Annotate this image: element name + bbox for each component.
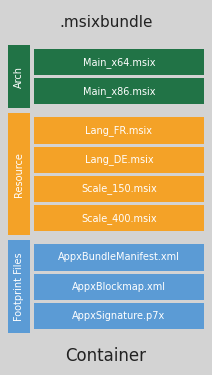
- Bar: [34, 303, 204, 329]
- Text: .msixbundle: .msixbundle: [59, 15, 153, 30]
- Text: Resource: Resource: [14, 152, 24, 197]
- Bar: [34, 244, 204, 270]
- Bar: [34, 147, 204, 173]
- Bar: [34, 78, 204, 105]
- Text: Scale_400.msix: Scale_400.msix: [81, 213, 157, 223]
- Bar: [34, 49, 204, 75]
- Text: Container: Container: [66, 347, 146, 365]
- Text: Main_x64.msix: Main_x64.msix: [83, 57, 155, 68]
- Bar: [34, 117, 204, 144]
- Text: AppxSignature.p7x: AppxSignature.p7x: [72, 311, 166, 321]
- Text: Lang_FR.msix: Lang_FR.msix: [85, 125, 152, 136]
- Text: AppxBundleManifest.xml: AppxBundleManifest.xml: [58, 252, 180, 262]
- Bar: [8, 45, 30, 108]
- Text: Footprint Files: Footprint Files: [14, 252, 24, 321]
- Bar: [34, 176, 204, 202]
- Bar: [8, 114, 30, 236]
- Text: AppxBlockmap.xml: AppxBlockmap.xml: [72, 282, 166, 292]
- Bar: [34, 273, 204, 300]
- Bar: [8, 240, 30, 333]
- Text: Scale_150.msix: Scale_150.msix: [81, 183, 157, 195]
- Bar: [34, 205, 204, 231]
- Text: Main_x86.msix: Main_x86.msix: [83, 86, 155, 97]
- Text: Lang_DE.msix: Lang_DE.msix: [85, 154, 153, 165]
- Text: Arch: Arch: [14, 66, 24, 88]
